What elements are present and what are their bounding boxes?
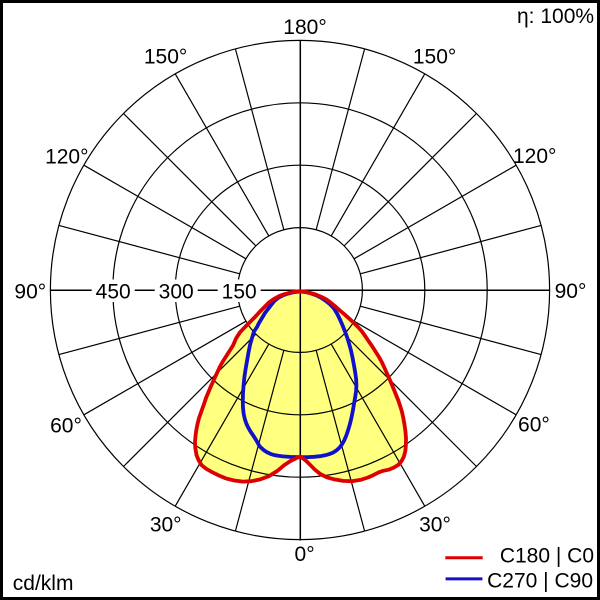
svg-text:cd/klm: cd/klm (13, 572, 74, 595)
svg-text:150°: 150° (144, 46, 187, 69)
svg-text:60°: 60° (50, 415, 82, 438)
svg-text:90°: 90° (555, 280, 587, 303)
svg-text:η: 100%: η: 100% (517, 5, 594, 28)
svg-text:120°: 120° (45, 146, 88, 169)
svg-text:0°: 0° (295, 543, 315, 566)
svg-text:300: 300 (159, 281, 194, 304)
svg-text:30°: 30° (150, 513, 182, 536)
svg-text:450: 450 (96, 281, 131, 304)
svg-text:60°: 60° (518, 414, 550, 437)
svg-text:C270 | C90: C270 | C90 (487, 569, 593, 592)
svg-text:120°: 120° (513, 145, 556, 168)
svg-text:150: 150 (222, 281, 257, 304)
svg-text:180°: 180° (283, 16, 326, 39)
svg-text:C180 | C0: C180 | C0 (500, 545, 594, 568)
svg-text:150°: 150° (413, 45, 456, 68)
svg-text:30°: 30° (419, 513, 451, 536)
svg-text:90°: 90° (14, 280, 46, 303)
